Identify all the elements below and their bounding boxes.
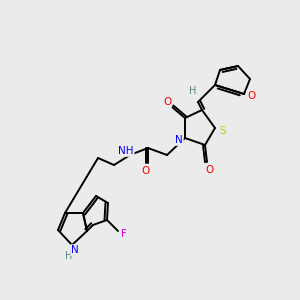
Text: N: N [175, 135, 183, 145]
Text: S: S [220, 126, 226, 136]
Text: H: H [189, 86, 197, 96]
Text: O: O [247, 91, 255, 101]
Text: O: O [142, 166, 150, 176]
Text: F: F [121, 229, 127, 239]
Text: H: H [65, 251, 73, 261]
Text: NH: NH [118, 146, 134, 156]
Text: O: O [205, 165, 213, 175]
Text: O: O [163, 97, 171, 107]
Text: N: N [71, 245, 79, 255]
